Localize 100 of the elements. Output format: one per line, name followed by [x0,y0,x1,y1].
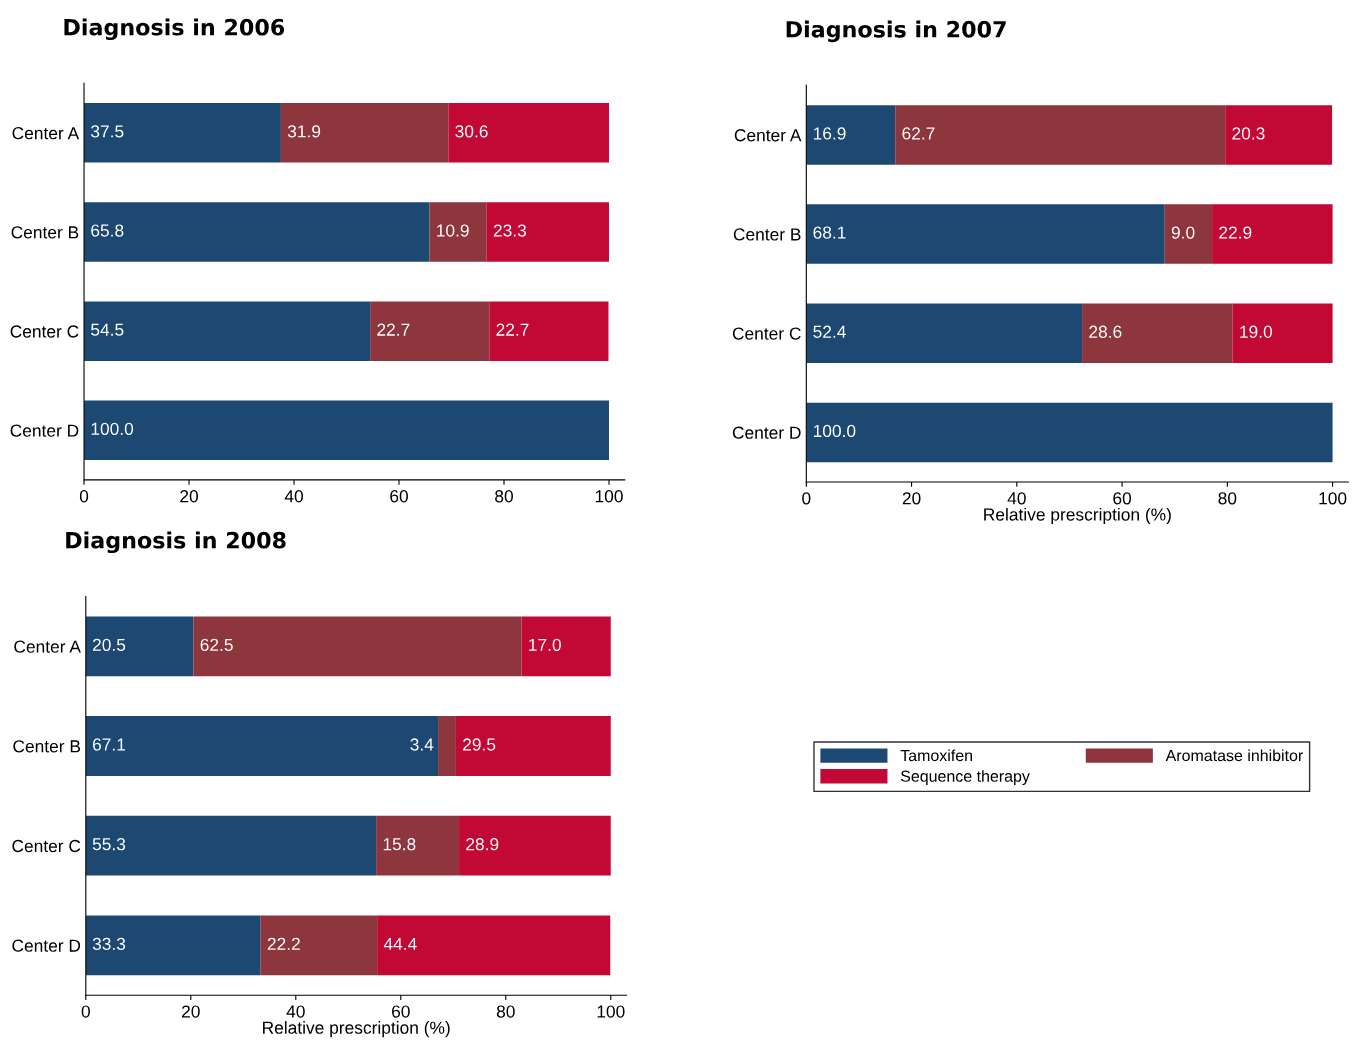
legend-label: Tamoxifen [900,749,972,762]
bar [1082,303,1233,363]
bar [85,915,261,976]
bar [84,301,371,361]
x-tick-label: 20 [902,492,921,505]
data-label: 22.9 [1219,226,1252,239]
data-label: 3.4 [410,738,434,751]
chart-title: Diagnosis in 2008 [66,531,286,554]
data-label: 22.7 [496,323,529,336]
data-label: 67.1 [92,738,126,751]
data-label: 54.5 [91,323,124,336]
x-tick-label: 0 [79,490,89,503]
y-tick-label: Center C [12,839,81,853]
x-tick-label: 60 [1113,492,1132,505]
x-tick-label: 60 [390,490,408,503]
x-axis-title: Relative prescription (%) [984,507,1171,525]
data-label: 15.8 [383,838,416,851]
data-label: 68.1 [813,226,846,239]
data-label: 22.7 [377,323,410,336]
x-tick-label: 100 [597,1005,625,1018]
y-tick-label: Center A [734,129,802,142]
bar [1212,204,1333,264]
bar [448,103,609,163]
bar [895,105,1226,165]
chart-title: Diagnosis in 2007 [786,20,1006,43]
bar [429,202,487,262]
bar [85,716,439,776]
data-label: 9.0 [1171,226,1195,239]
y-tick-label: Center B [13,740,81,753]
x-tick-label: 20 [182,1005,200,1018]
data-label: 20.3 [1232,127,1265,140]
data-label: 30.6 [455,125,488,138]
x-tick-label: 80 [495,490,513,503]
x-tick-label: 60 [392,1005,410,1018]
x-tick-label: 100 [1319,492,1347,505]
data-label: 23.3 [493,224,527,237]
y-tick-label: Center D [12,939,81,952]
bar [376,815,460,876]
data-label: 44.4 [383,937,417,950]
data-label: 28.9 [466,838,499,851]
y-tick-label: Center C [10,325,79,338]
bar [1232,303,1333,363]
bar [377,915,611,976]
bar [1225,105,1333,165]
bar [260,915,378,976]
bar [85,815,377,876]
data-label: 22.2 [267,937,300,950]
bar [806,204,1165,264]
data-label: 55.3 [92,838,126,851]
data-label: 29.5 [463,738,496,751]
bar [806,105,896,165]
bar [806,303,1083,363]
y-tick-label: Center A [12,127,80,140]
data-label: 16.9 [813,127,846,140]
data-label: 62.5 [200,638,233,651]
x-tick-label: 0 [802,492,811,505]
x-tick-label: 40 [284,490,303,503]
data-label: 31.9 [287,125,321,138]
data-label: 19.0 [1240,325,1273,338]
bar [84,400,609,461]
bar [438,716,456,776]
x-tick-label: 80 [496,1005,515,1018]
y-tick-label: Center D [10,424,79,437]
x-tick-label: 100 [595,490,623,503]
x-tick-label: 80 [1218,492,1237,505]
bar [521,616,611,677]
bar [1164,204,1213,264]
x-tick-label: 0 [81,1005,90,1018]
data-label: 100.0 [813,424,856,438]
x-axis-title: Relative prescription (%) [263,1021,450,1038]
bar [84,103,281,163]
data-label: 100.0 [91,422,134,435]
x-tick-label: 40 [1007,492,1026,505]
data-label: 20.5 [92,638,126,651]
y-tick-label: Center A [14,640,81,653]
y-tick-label: Center C [732,327,801,340]
data-label: 37.5 [91,125,124,138]
data-label: 65.8 [91,224,124,237]
data-label: 62.7 [902,127,935,140]
data-label: 52.4 [813,325,846,338]
bar [84,202,430,262]
bar [486,202,609,262]
bar [806,402,1333,463]
y-tick-label: Center D [732,426,801,439]
bar [370,301,490,361]
x-tick-label: 20 [180,490,199,503]
data-label: 28.6 [1089,325,1122,338]
y-tick-label: Center B [11,226,79,239]
bar [280,103,449,163]
chart-title: Diagnosis in 2006 [64,18,285,41]
data-label: 33.3 [92,937,126,951]
data-label: 10.9 [437,224,469,237]
x-tick-label: 40 [286,1005,305,1018]
bar [193,616,522,677]
bar [85,616,194,677]
y-tick-label: Center B [733,228,801,241]
data-label: 17.0 [529,638,561,651]
legend-label: Aromatase inhibitor [1165,749,1303,762]
bar [489,301,609,361]
bar [455,716,611,776]
